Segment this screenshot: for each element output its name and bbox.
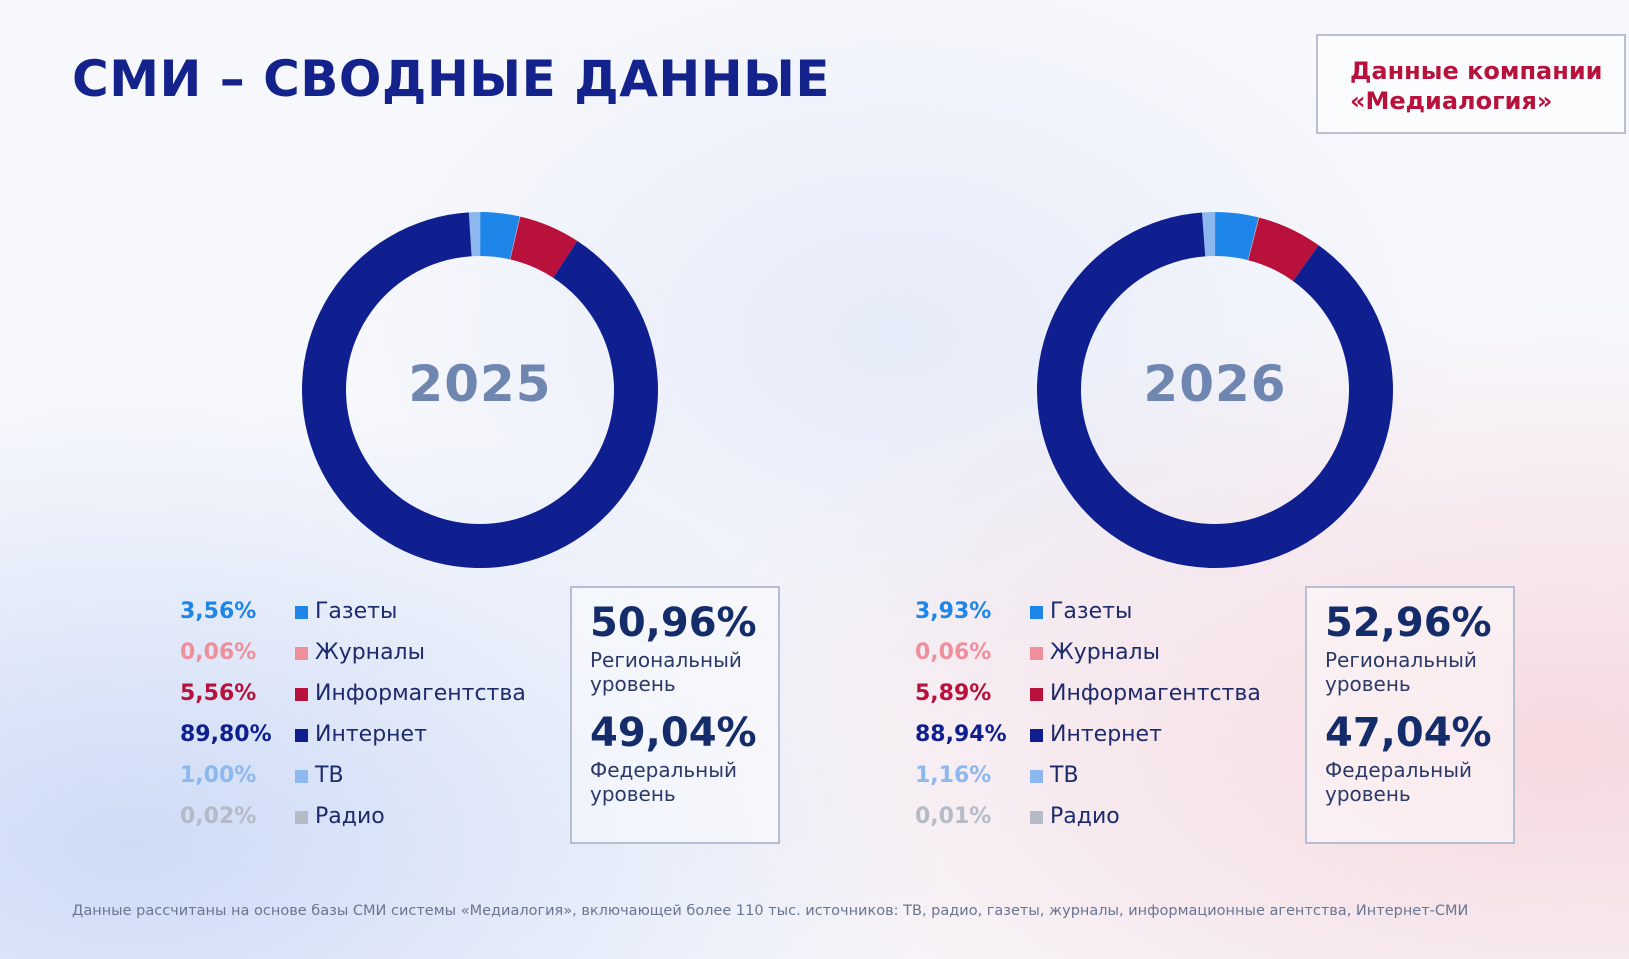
donut-slice-Газеты	[480, 212, 520, 260]
legend-label: Информагентства	[1050, 681, 1261, 706]
legend-row: 1,16% ТВ	[915, 762, 1275, 803]
legend-value: 89,80%	[180, 722, 272, 747]
legend-row: 0,01% Радио	[915, 803, 1275, 844]
legend-row: 3,93% Газеты	[915, 598, 1275, 639]
legend-value: 3,56%	[180, 599, 257, 624]
chart-panel-0: 2025 3,56% Газеты 0,06% Журналы 5,56% Инфор…	[110, 200, 830, 860]
legend-label: Интернет	[1050, 722, 1162, 747]
legend-swatch	[295, 688, 308, 701]
legend-row: 0,06% Журналы	[180, 639, 540, 680]
legend-row: 89,80% Интернет	[180, 721, 540, 762]
legend-row: 5,89% Информагентства	[915, 680, 1275, 721]
legend-value: 1,00%	[180, 763, 257, 788]
legend-label: Информагентства	[315, 681, 526, 706]
legend-swatch	[295, 606, 308, 619]
legend-label: ТВ	[315, 763, 344, 788]
legend-label: ТВ	[1050, 763, 1079, 788]
legend-row: 1,00% ТВ	[180, 762, 540, 803]
legend-swatch	[1030, 647, 1043, 660]
legend-row: 5,56% Информагентства	[180, 680, 540, 721]
legend-label: Радио	[315, 804, 385, 829]
legend-value: 88,94%	[915, 722, 1007, 747]
source-note-box: Данные компании «Медиалогия»	[1316, 34, 1626, 134]
stats-box: 50,96% Региональный уровень 49,04% Федер…	[570, 586, 780, 844]
legend-label: Газеты	[1050, 599, 1133, 624]
legend-row: 88,94% Интернет	[915, 721, 1275, 762]
regional-label: Региональный уровень	[590, 648, 742, 696]
stats-box: 52,96% Региональный уровень 47,04% Федер…	[1305, 586, 1515, 844]
legend-swatch	[295, 647, 308, 660]
legend-swatch	[1030, 770, 1043, 783]
federal-label: Федеральный уровень	[1325, 758, 1473, 806]
legend-swatch	[1030, 606, 1043, 619]
donut-slice-ТВ	[468, 212, 480, 257]
donut-slice-ТВ	[1202, 212, 1215, 257]
legend-swatch	[1030, 688, 1043, 701]
legend-value: 5,56%	[180, 681, 257, 706]
legend-value: 0,02%	[180, 804, 257, 829]
legend-value: 1,16%	[915, 763, 992, 788]
donut-slice-Журналы	[1247, 217, 1260, 261]
legend: 3,56% Газеты 0,06% Журналы 5,56% Информаген…	[180, 598, 540, 844]
source-note: Данные компании «Медиалогия»	[1350, 57, 1603, 115]
donut-chart-1	[1037, 212, 1393, 569]
federal-value: 49,04%	[590, 710, 757, 756]
legend-value: 0,01%	[915, 804, 992, 829]
donut-slice-Информагентства	[510, 216, 578, 278]
chart-panel-1: 2026 3,93% Газеты 0,06% Журналы 5,89% Инфор…	[845, 200, 1565, 860]
footnote: Данные рассчитаны на основе базы СМИ сис…	[72, 903, 1469, 919]
legend-label: Интернет	[315, 722, 427, 747]
legend-row: 3,56% Газеты	[180, 598, 540, 639]
page-title: СМИ – СВОДНЫЕ ДАННЫЕ	[72, 50, 831, 108]
legend-value: 0,06%	[180, 640, 257, 665]
regional-label: Региональный уровень	[1325, 648, 1477, 696]
donut-slice-Журналы	[509, 216, 521, 260]
legend-swatch	[1030, 729, 1043, 742]
legend-value: 5,89%	[915, 681, 992, 706]
legend-swatch	[1030, 811, 1043, 824]
regional-value: 50,96%	[590, 600, 757, 646]
legend-label: Журналы	[315, 640, 425, 665]
regional-value: 52,96%	[1325, 600, 1492, 646]
legend-label: Журналы	[1050, 640, 1160, 665]
donut-slice-Газеты	[1215, 212, 1259, 261]
year-label: 2025	[408, 355, 552, 413]
legend-label: Радио	[1050, 804, 1120, 829]
legend: 3,93% Газеты 0,06% Журналы 5,89% Информаген…	[915, 598, 1275, 844]
legend-row: 0,02% Радио	[180, 803, 540, 844]
legend-row: 0,06% Журналы	[915, 639, 1275, 680]
federal-value: 47,04%	[1325, 710, 1492, 756]
legend-label: Газеты	[315, 599, 398, 624]
donut-slice-Информагентства	[1248, 217, 1319, 282]
donut-chart-0	[302, 212, 658, 569]
year-label: 2026	[1143, 355, 1287, 413]
legend-swatch	[295, 729, 308, 742]
legend-swatch	[295, 770, 308, 783]
legend-value: 3,93%	[915, 599, 992, 624]
legend-swatch	[295, 811, 308, 824]
legend-value: 0,06%	[915, 640, 992, 665]
federal-label: Федеральный уровень	[590, 758, 738, 806]
